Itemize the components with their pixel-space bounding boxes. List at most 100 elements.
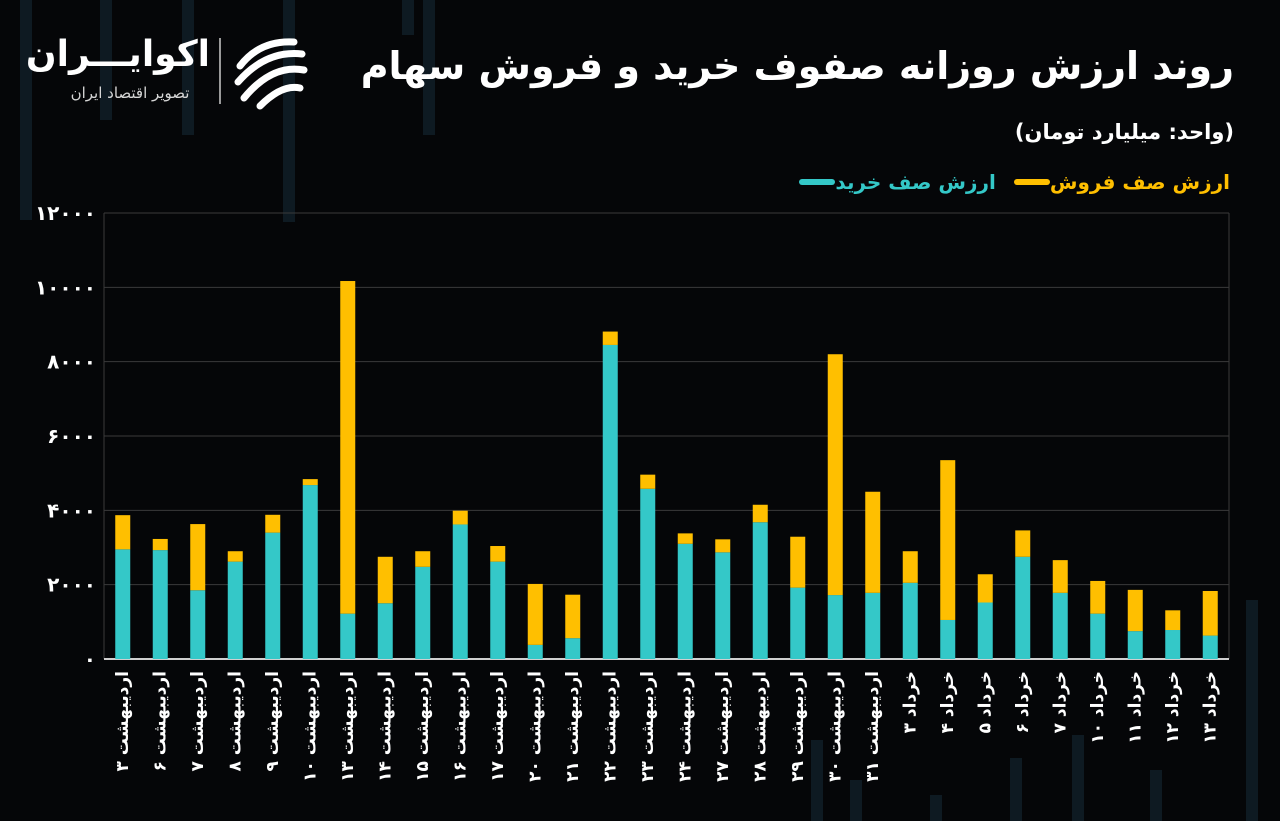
bar-buy [827,595,843,659]
legend-item-sell: ارزش صف فروش [1006,170,1230,194]
x-tick-label: ۵ خرداد [975,671,995,733]
bar-sell [565,594,581,639]
x-tick-label: ۹ اردیبهشت [263,671,283,771]
bar-buy [790,587,806,659]
unit-label: (واحد: میلیارد تومان) [1014,120,1234,144]
x-tick-label: ۳۰ اردیبهشت [825,671,845,782]
bar-sell [1165,610,1181,631]
x-tick-label: ۳ خرداد [900,671,920,733]
bar-sell [827,354,843,596]
bar-sell [1090,580,1106,614]
bar-sell [677,533,693,544]
legend-item-buy: ارزش صف خرید [791,170,996,194]
x-tick-label: ۲۰ اردیبهشت [525,671,545,782]
y-tick-label: ۰ [84,647,96,671]
bar-sell [490,546,506,562]
x-tick-label: ۱۵ اردیبهشت [413,671,433,782]
logo-subtitle: تصویر اقتصاد ایران [70,84,190,102]
bar-sell [640,474,656,489]
bar-sell [790,536,806,588]
bar-buy [902,582,918,659]
bar-buy [490,561,506,659]
bar-buy [602,344,618,659]
x-tick-label: ۷ اردیبهشت [188,671,208,771]
x-tick-label: ۲۳ اردیبهشت [638,671,658,782]
bar-sell [715,539,731,553]
bar-buy [415,566,431,659]
bar-sell [190,524,206,591]
logo-name: اکوایـــران [25,34,210,75]
bar-buy [1165,630,1181,659]
x-tick-label: ۳۱ اردیبهشت [863,671,883,782]
bar-buy [565,638,581,659]
x-tick-label: ۱۱ خرداد [1125,671,1145,744]
bar-buy [527,644,543,659]
x-tick-label: ۱۶ اردیبهشت [450,671,470,782]
y-tick-label: ۴۰۰۰ [47,498,96,522]
x-tick-label: ۲۷ اردیبهشت [713,671,733,782]
bar-sell [1127,589,1143,632]
bar-sell [1052,560,1068,593]
legend-swatch-sell [1013,179,1050,185]
bar-buy [340,613,356,659]
chart-title: روند ارزش روزانه صفوف خرید و فروش سهام [360,44,1234,88]
y-tick-label: ۶۰۰۰ [47,424,96,448]
y-tick-label: ۱۰۰۰۰ [35,275,96,299]
bar-sell [752,504,768,523]
x-tick-label: ۱۴ اردیبهشت [375,671,395,782]
bar-buy [1127,631,1143,659]
x-tick-label: ۱۰ خرداد [1088,671,1108,744]
x-tick-label: ۲۱ اردیبهشت [563,671,583,782]
bar-buy [302,485,318,659]
x-tick-label: ۲۲ اردیبهشت [600,671,620,782]
bar-sell [865,491,881,593]
bar-buy [715,552,731,659]
x-tick-label: ۱۳ خرداد [1200,671,1220,744]
bar-sell [940,460,956,620]
bar-sell [527,583,543,645]
bar-buy [265,532,281,659]
bar-buy [1015,556,1031,659]
logo-divider [219,38,221,104]
bar-buy [640,488,656,659]
legend-swatch-buy [799,179,836,185]
bar-sell [152,538,168,551]
bar-buy [940,619,956,659]
bar-buy [227,561,243,659]
bar-buy [190,590,206,659]
x-tick-label: ۱۳ اردیبهشت [338,671,358,782]
x-tick-label: ۷ خرداد [1050,671,1070,733]
legend-label-sell: ارزش صف فروش [1049,170,1230,194]
legend-label-buy: ارزش صف خرید [835,170,996,194]
x-tick-label: ۶ خرداد [1013,671,1033,733]
y-tick-label: ۸۰۰۰ [47,350,96,374]
x-tick-label: ۲۴ اردیبهشت [675,671,695,782]
bar-buy [977,602,993,659]
bar-sell [415,551,431,567]
bar-sell [302,479,318,486]
x-tick-label: ۴ خرداد [938,671,958,733]
bar-sell [340,281,356,614]
bar-sell [265,514,281,533]
x-tick-label: ۲۸ اردیبهشت [750,671,770,782]
x-tick-label: ۲۹ اردیبهشت [788,671,808,782]
bar-buy [1090,613,1106,659]
x-tick-label: ۳ اردیبهشت [113,671,133,771]
bar-sell [1202,590,1218,636]
bar-sell [902,551,918,583]
brand-logo: اکوایـــران تصویر اقتصاد ایران [25,32,320,112]
legend: ارزش صف خرید ارزش صف فروش [781,170,1230,194]
bar-buy [152,550,168,659]
x-tick-label: ۸ اردیبهشت [225,671,245,771]
bar-buy [452,524,468,659]
bar-sell [377,556,393,604]
bar-sell [227,551,243,562]
bar-buy [865,592,881,659]
x-tick-label: ۱۰ اردیبهشت [300,671,320,782]
x-tick-label: ۶ اردیبهشت [150,671,170,771]
bar-buy [115,549,131,659]
bar-buy [1202,635,1218,659]
bar-sell [452,510,468,525]
bar-sell [602,331,618,345]
